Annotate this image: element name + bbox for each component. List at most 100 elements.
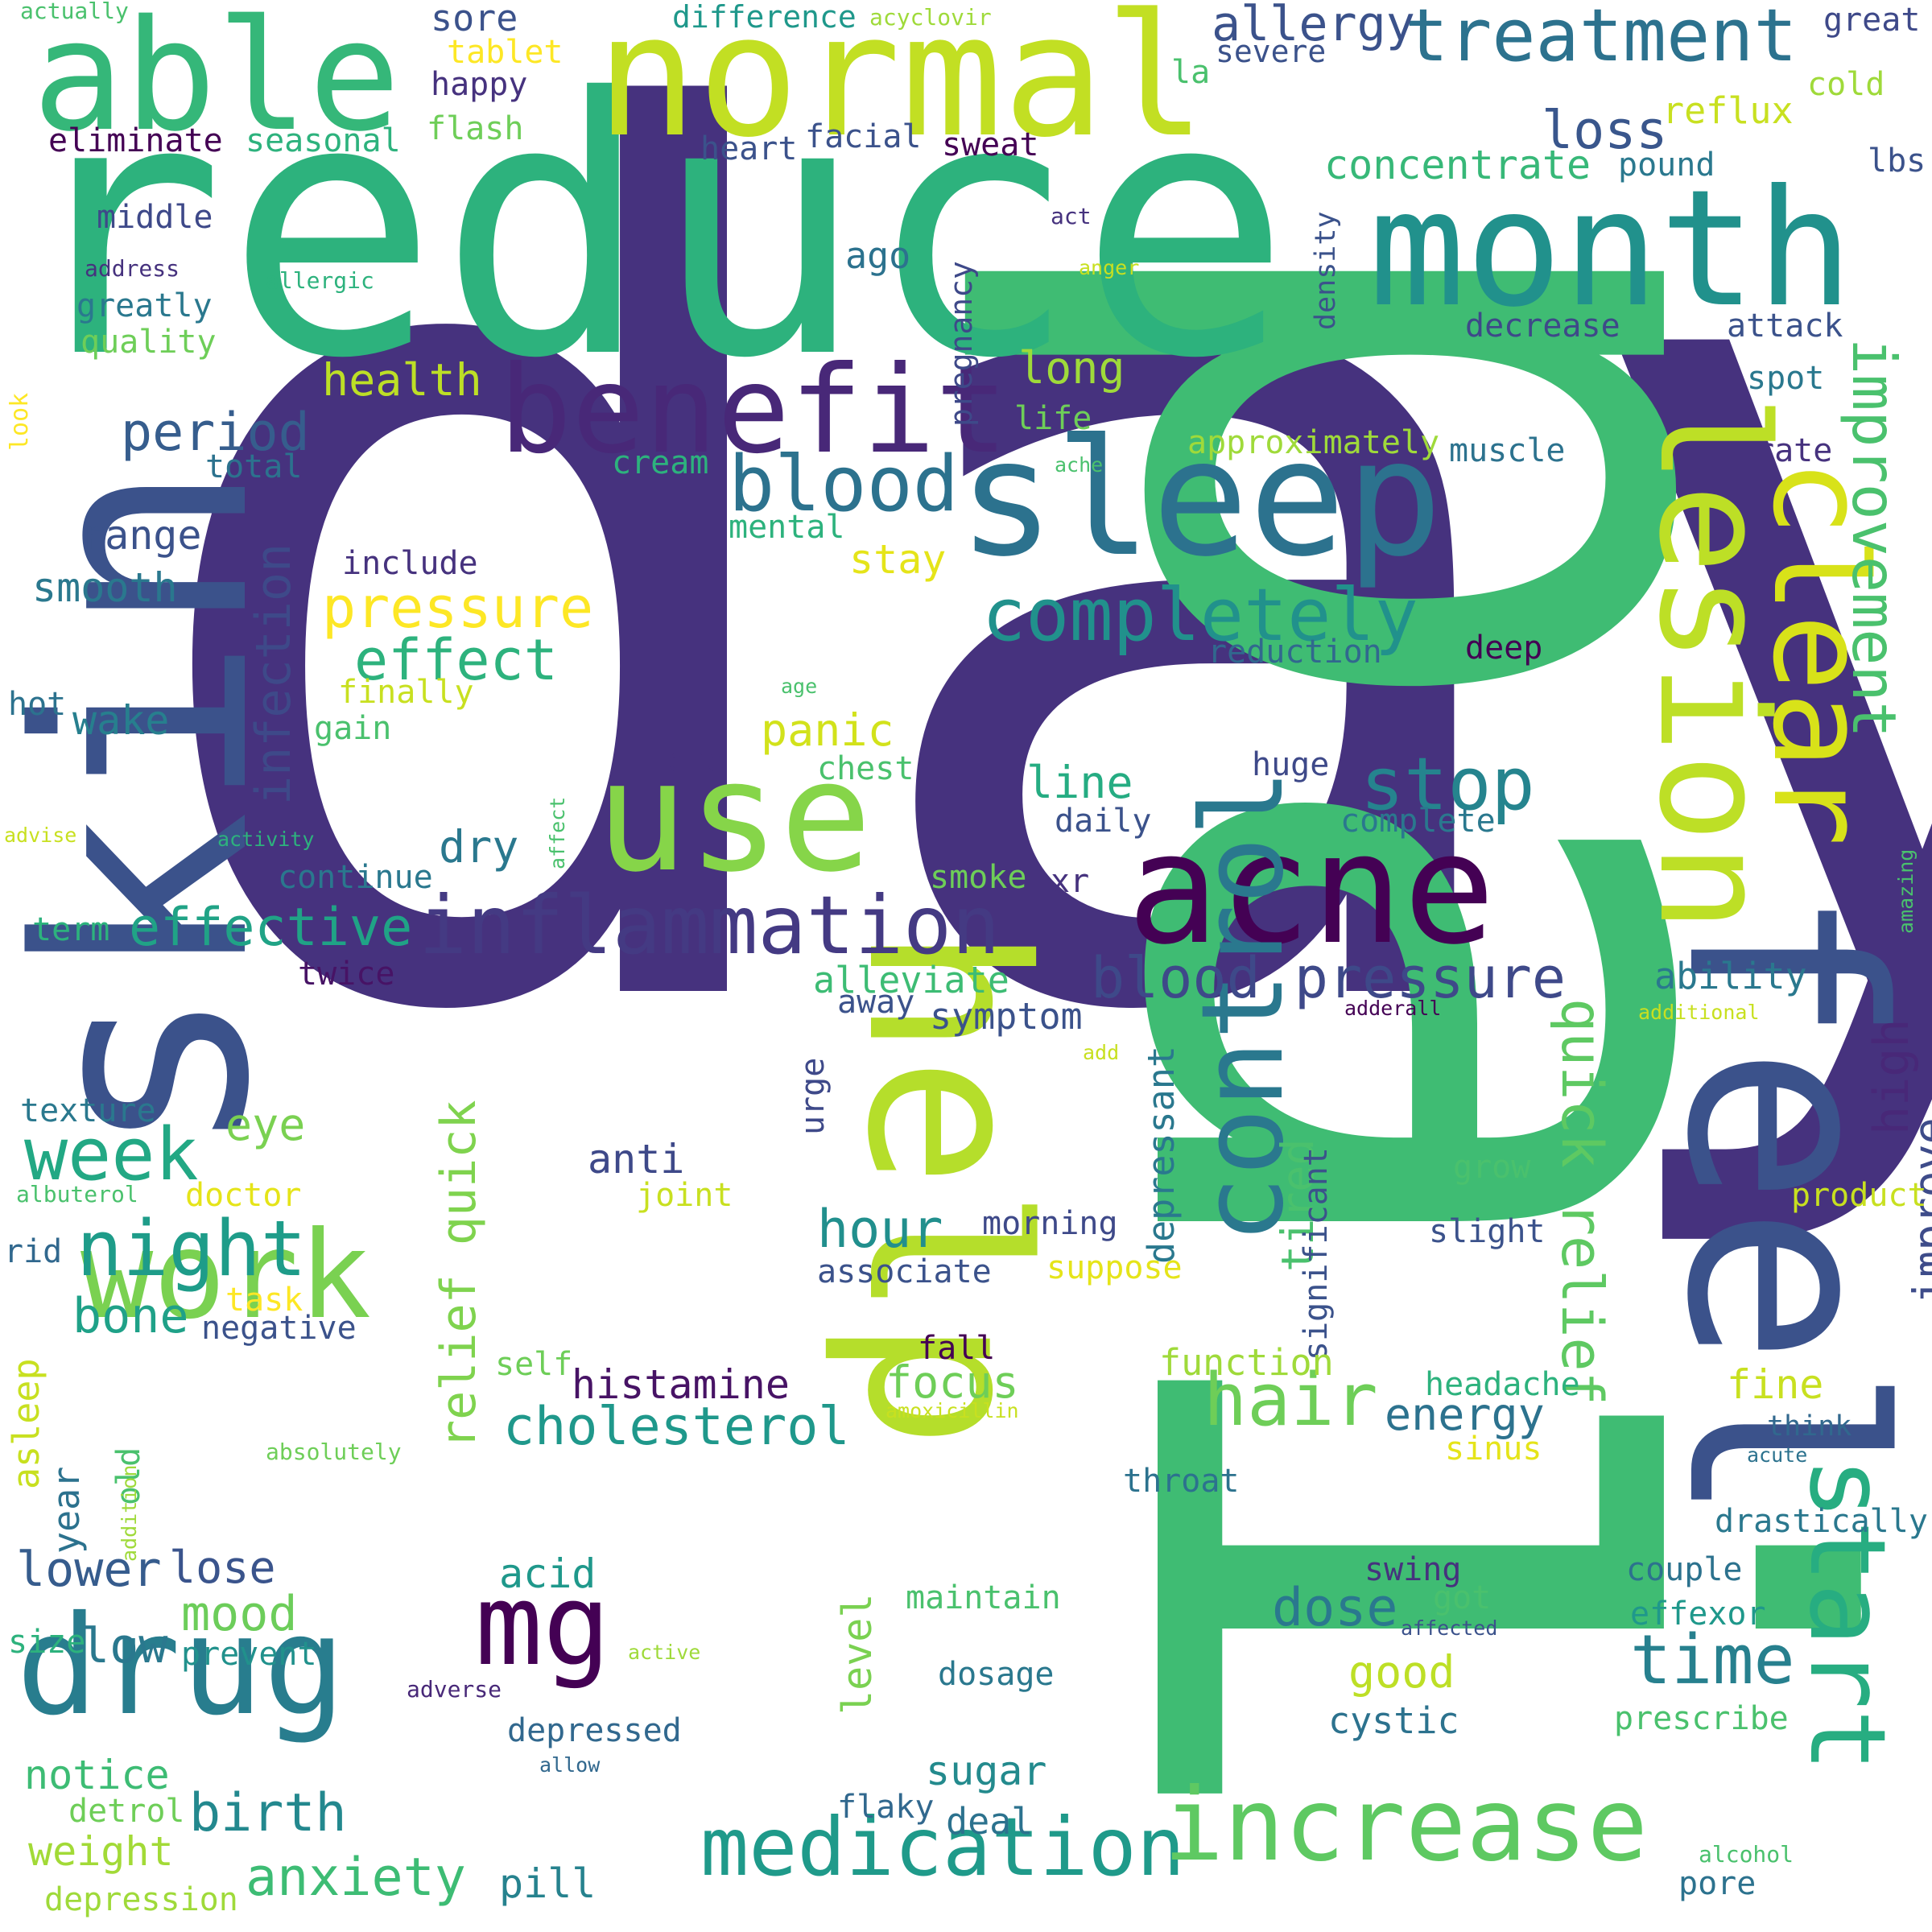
word-approximately: approximately xyxy=(1187,424,1440,461)
word-focus: focus xyxy=(886,1356,1019,1408)
word-energy: energy xyxy=(1385,1389,1545,1440)
word-lose: lose xyxy=(169,1542,276,1593)
word-decrease: decrease xyxy=(1465,308,1620,345)
word-long: long xyxy=(1018,342,1125,394)
word-density: density xyxy=(1310,211,1342,330)
word-amoxicillin: amoxicillin xyxy=(886,1399,1019,1422)
word-ago: ago xyxy=(845,234,911,277)
word-continue: continue xyxy=(278,859,433,896)
word-mg: mg xyxy=(475,1560,611,1691)
word-daily: daily xyxy=(1055,803,1152,840)
word-xr: xr xyxy=(1051,863,1090,900)
word-life: life xyxy=(1014,400,1092,437)
word-attack: attack xyxy=(1727,308,1843,345)
word-total: total xyxy=(205,448,303,485)
word-stay: stay xyxy=(849,536,947,583)
word-seasonal: seasonal xyxy=(246,122,401,159)
word-depressed: depressed xyxy=(507,1712,682,1749)
word-week: week xyxy=(24,1113,199,1197)
word-hour: hour xyxy=(817,1199,943,1260)
word-pill: pill xyxy=(499,1860,597,1907)
word-prevent: prevent xyxy=(181,1636,317,1673)
word-medication: medication xyxy=(700,1800,1186,1894)
word-adverse: adverse xyxy=(407,1676,502,1703)
word-away: away xyxy=(837,984,915,1021)
word-depression: depression xyxy=(44,1881,238,1918)
word-albuterol: albuterol xyxy=(16,1181,138,1208)
word-cream: cream xyxy=(612,444,709,481)
word-act: act xyxy=(1051,203,1092,229)
word-task: task xyxy=(225,1282,303,1319)
word-loss: loss xyxy=(1542,101,1668,161)
word-morning: morning xyxy=(982,1205,1118,1242)
word-active: active xyxy=(628,1641,701,1664)
word-grow: grow xyxy=(1453,1149,1531,1186)
word-significant: significant xyxy=(1298,1147,1335,1360)
word-muscle: muscle xyxy=(1449,432,1566,469)
word-cystic: cystic xyxy=(1328,1699,1459,1742)
word-dose: dose xyxy=(1272,1578,1398,1638)
word-dry: dry xyxy=(439,821,519,873)
word-great: great xyxy=(1823,2,1921,39)
word-sugar: sugar xyxy=(926,1748,1047,1794)
word-chest: chest xyxy=(817,750,914,787)
word-flash: flash xyxy=(427,110,524,147)
word-acyclovir: acyclovir xyxy=(869,4,992,31)
word-amazing: amazing xyxy=(1894,848,1918,934)
word-inflammation: inflammation xyxy=(419,878,1001,972)
word-headache: headache xyxy=(1425,1366,1580,1403)
word-affect: affect xyxy=(546,796,569,869)
word-throat: throat xyxy=(1123,1463,1240,1500)
word-lower: lower xyxy=(16,1542,162,1598)
word-drug: drug xyxy=(16,1587,346,1746)
word-allow: allow xyxy=(539,1753,601,1777)
word-range: range xyxy=(80,512,202,559)
word-able: able xyxy=(32,0,401,165)
word-effexor: effexor xyxy=(1630,1596,1766,1633)
word-adderall: adderall xyxy=(1344,997,1442,1020)
word-happy: happy xyxy=(431,66,528,103)
word-anxiety: anxiety xyxy=(246,1847,466,1908)
word-got: got xyxy=(1433,1579,1492,1616)
word-detrol: detrol xyxy=(68,1793,185,1830)
word-asleep: asleep xyxy=(5,1358,47,1489)
word-add: add xyxy=(1083,1041,1120,1064)
word-spot: spot xyxy=(1747,360,1825,397)
word-size: size xyxy=(8,1624,86,1661)
word-finally: finally xyxy=(338,674,474,711)
word-reduce: reduce xyxy=(12,23,1292,436)
word-year: year xyxy=(45,1466,88,1554)
word-anger: anger xyxy=(1079,256,1140,279)
word-look: look xyxy=(6,392,34,451)
word-huge: huge xyxy=(1252,746,1330,783)
word-tablet: tablet xyxy=(447,34,564,71)
word-period: period xyxy=(121,402,310,463)
word-sinus: sinus xyxy=(1445,1430,1542,1468)
word-allergy: allergy xyxy=(1212,0,1415,52)
word-activity: activity xyxy=(217,828,315,851)
word-eliminate: eliminate xyxy=(48,122,223,159)
word-dosage: dosage xyxy=(938,1656,1055,1693)
word-acute: acute xyxy=(1747,1443,1808,1467)
word-normal: normal xyxy=(596,0,1207,175)
word-tone: tone xyxy=(648,742,726,779)
word-ache: ache xyxy=(1055,453,1104,477)
word-day: day xyxy=(121,0,1932,1273)
word-urge: urge xyxy=(795,1057,832,1135)
word-maintain: maintain xyxy=(906,1579,1061,1616)
word-blood: blood xyxy=(729,440,959,529)
word-mental: mental xyxy=(729,509,845,546)
word-associate: associate xyxy=(817,1253,992,1290)
word-good: good xyxy=(1348,1646,1455,1698)
word-smooth: smooth xyxy=(32,564,178,611)
word-health: health xyxy=(322,354,482,406)
word-sweat: sweat xyxy=(942,126,1039,163)
word-age: age xyxy=(781,675,818,698)
word-allergic: allergic xyxy=(266,267,374,294)
word-pressure: pressure xyxy=(322,575,594,641)
word-hot: hot xyxy=(8,686,67,723)
word-low: low xyxy=(80,1618,168,1674)
word-doctor: doctor xyxy=(185,1177,302,1214)
word-couple: couple xyxy=(1626,1551,1743,1588)
word-facial: facial xyxy=(805,118,922,155)
